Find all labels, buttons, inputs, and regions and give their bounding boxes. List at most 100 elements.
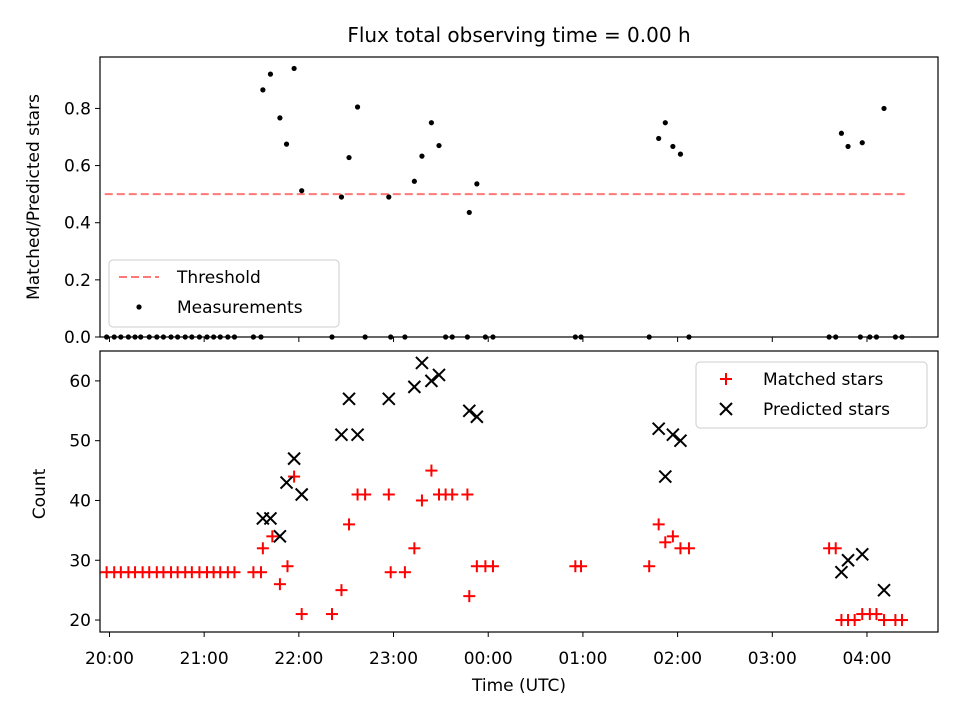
matched-stars-point bbox=[463, 590, 476, 603]
matched-stars-point bbox=[273, 578, 286, 591]
predicted-stars-point bbox=[334, 427, 349, 442]
x-tick-label: 04:00 bbox=[842, 649, 891, 669]
x-tick-label: 01:00 bbox=[558, 649, 607, 669]
predicted-stars-point bbox=[462, 404, 476, 418]
top-y-tick-label: 0.6 bbox=[64, 157, 91, 177]
measurements-point bbox=[277, 115, 283, 121]
matched-stars-legend-label: Matched stars bbox=[763, 370, 883, 390]
predicted-stars-point bbox=[651, 422, 666, 436]
measurements-point bbox=[474, 181, 480, 187]
measurements-point bbox=[838, 130, 845, 136]
predicted-stars-point bbox=[855, 547, 869, 561]
matched-stars-point bbox=[254, 566, 267, 579]
top-plot-frame bbox=[99, 56, 939, 338]
predicted-stars-point bbox=[841, 553, 855, 567]
measurements-point bbox=[260, 87, 266, 93]
top-legend: Threshold Measurements bbox=[108, 259, 340, 328]
matched-stars-point bbox=[848, 614, 861, 627]
measurements-point bbox=[436, 142, 442, 149]
bottom-x-ticks: 20:00 21:00 22:00 23:00 00:00 01:00 02:00 03:00… bbox=[85, 632, 891, 669]
predicted-stars-point bbox=[342, 392, 356, 406]
predicted-stars-point bbox=[279, 475, 294, 490]
matched-stars-point bbox=[870, 608, 883, 621]
predicted-stars-point bbox=[877, 583, 891, 597]
matched-stars-point bbox=[461, 488, 474, 501]
predicted-stars-point bbox=[470, 410, 484, 424]
matched-stars-point bbox=[415, 494, 428, 507]
predicted-stars-point bbox=[287, 451, 301, 466]
matched-stars-point bbox=[266, 530, 279, 543]
matched-stars-point bbox=[659, 536, 672, 549]
bottom-legend-box bbox=[695, 361, 928, 429]
matched-stars-legend-icon bbox=[720, 373, 732, 385]
measurements-point bbox=[859, 140, 865, 146]
bottom-y-tick-label: 50 bbox=[69, 432, 91, 452]
top-y-tick-label: 0.4 bbox=[64, 214, 91, 234]
matched-stars-point bbox=[335, 584, 348, 597]
matched-stars-point bbox=[575, 560, 588, 573]
x-tick-label: 03:00 bbox=[748, 649, 797, 669]
measurements-point bbox=[656, 135, 662, 142]
predicted-stars-point bbox=[666, 427, 680, 442]
x-tick-label: 22:00 bbox=[274, 649, 323, 669]
top-y-tick-label: 0.2 bbox=[64, 271, 91, 291]
matched-stars-point bbox=[398, 566, 411, 579]
predicted-stars-point bbox=[294, 487, 309, 502]
measurements-point bbox=[419, 153, 425, 159]
predicted-stars-point bbox=[834, 565, 849, 579]
x-tick-label: 21:00 bbox=[180, 649, 229, 669]
matched-stars-point bbox=[643, 560, 656, 573]
measurements-point bbox=[283, 141, 290, 147]
matched-stars-point bbox=[325, 608, 338, 621]
predicted-stars-point bbox=[382, 392, 396, 406]
bottom-y-ticks: 20 30 40 50 60 bbox=[69, 372, 100, 631]
measurements-point bbox=[299, 188, 305, 194]
top-y-ticks: 0.0 0.2 0.4 0.6 0.8 bbox=[64, 99, 100, 348]
bottom-y-axis-label: Count bbox=[30, 468, 50, 519]
predicted-stars-point bbox=[658, 469, 673, 484]
measurements-legend-label: Measurements bbox=[177, 298, 303, 318]
predicted-stars-point bbox=[415, 356, 429, 370]
bottom-legend: Matched stars Predicted stars bbox=[695, 361, 928, 429]
matched-stars-point bbox=[256, 542, 269, 555]
predicted-stars-point bbox=[424, 374, 439, 388]
top-legend-box bbox=[108, 259, 340, 328]
matched-stars-point bbox=[425, 464, 438, 477]
bottom-plot: Count 20 30 40 50 60 20:00 21:00 22:00 23:00 00:… bbox=[30, 350, 939, 696]
top-y-tick-label: 0.0 bbox=[64, 328, 91, 348]
chart-title: Flux total observing time = 0.00 h bbox=[347, 23, 690, 47]
measurements-point bbox=[662, 120, 668, 126]
matched-stars-point bbox=[682, 542, 695, 555]
measurements-point bbox=[881, 105, 887, 112]
matched-stars-point bbox=[295, 608, 308, 621]
matched-stars-point bbox=[446, 488, 459, 501]
bottom-y-tick-label: 40 bbox=[69, 491, 91, 511]
measurements-point bbox=[338, 194, 345, 200]
predicted-stars-point bbox=[273, 529, 287, 544]
matched-stars-point bbox=[666, 530, 679, 543]
measurements-point bbox=[466, 209, 472, 216]
x-tick-label: 00:00 bbox=[464, 649, 513, 669]
matched-stars-point bbox=[408, 542, 421, 555]
matched-stars-point bbox=[288, 470, 301, 483]
matched-stars-point bbox=[486, 560, 499, 573]
matched-stars-point bbox=[359, 488, 372, 501]
x-tick-label: 20:00 bbox=[85, 649, 134, 669]
x-axis-label: Time (UTC) bbox=[471, 676, 566, 696]
top-y-axis-label: Matched/Predicted stars bbox=[24, 94, 44, 300]
measurements-point bbox=[386, 194, 392, 200]
matched-stars-point bbox=[228, 566, 241, 579]
predicted-stars-point bbox=[407, 380, 422, 394]
x-tick-label: 23:00 bbox=[369, 649, 418, 669]
measurements-point bbox=[845, 143, 851, 150]
bottom-plot-frame bbox=[99, 350, 939, 633]
measurements-point bbox=[428, 120, 435, 126]
predicted-stars-point bbox=[673, 433, 688, 448]
matched-stars-point bbox=[343, 518, 356, 531]
predicted-stars-legend-label: Predicted stars bbox=[763, 400, 890, 420]
x-tick-label: 02:00 bbox=[653, 649, 702, 669]
measurements-point bbox=[354, 104, 361, 110]
matched-stars-point bbox=[652, 518, 665, 531]
measurements-point bbox=[267, 71, 274, 77]
